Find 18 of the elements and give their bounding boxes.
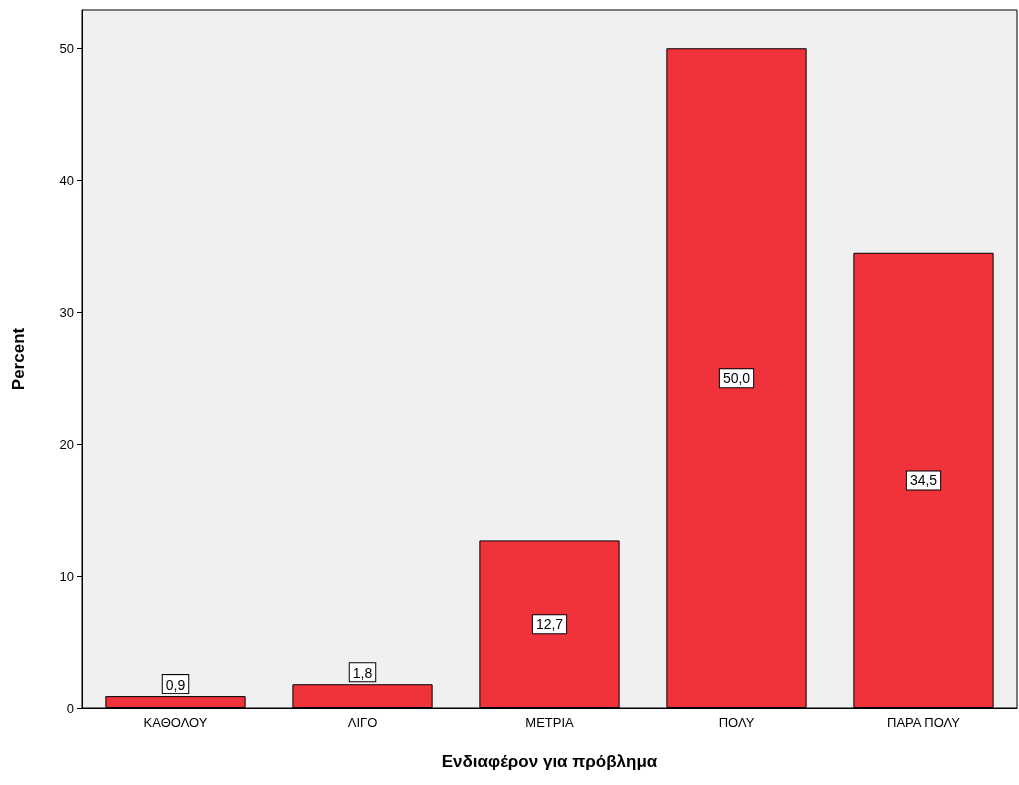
data-label: 12,7 (535, 616, 564, 633)
y-tick-label: 20 (59, 436, 74, 452)
data-label: 1,8 (352, 665, 373, 682)
data-label: 34,5 (909, 472, 938, 489)
x-tick-label: ΠΑΡΑ ΠΟΛΥ (887, 715, 961, 730)
x-tick-label: ΠΟΛΥ (718, 715, 755, 730)
y-tick-label: 10 (59, 568, 74, 584)
x-axis-title: Ενδιαφέρον για πρόβλημα (441, 752, 658, 771)
y-tick-label: 0 (66, 700, 74, 716)
x-tick-label: ΛΙΓΟ (347, 715, 378, 730)
x-tick-label: ΚΑΘΟΛΟΥ (143, 715, 208, 730)
y-axis-title: Percent (9, 327, 28, 391)
y-tick-label: 30 (59, 304, 74, 320)
data-label: 0,9 (165, 677, 186, 694)
y-tick-label: 40 (59, 172, 74, 188)
data-label: 50,0 (722, 370, 751, 387)
x-tick-label: ΜΕΤΡΙΑ (525, 715, 575, 730)
y-tick-label: 50 (59, 40, 74, 56)
